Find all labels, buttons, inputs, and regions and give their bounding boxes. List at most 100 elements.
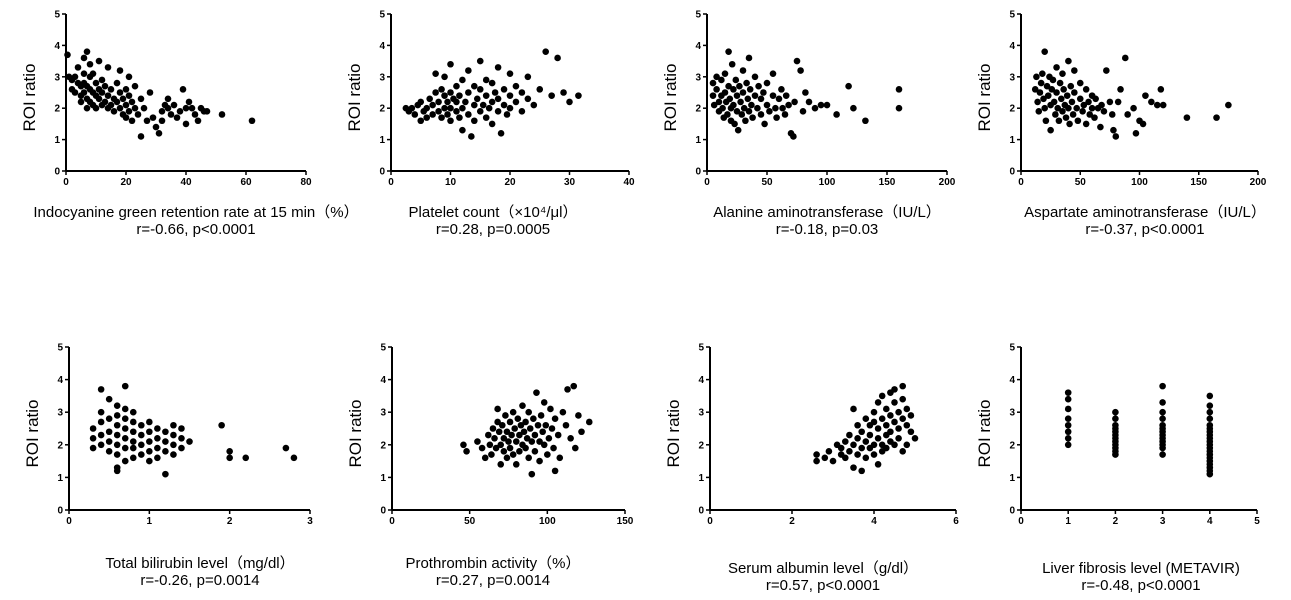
data-point	[488, 451, 495, 458]
data-point	[721, 70, 729, 77]
data-point	[850, 464, 857, 471]
data-point	[503, 111, 511, 118]
data-point	[146, 457, 153, 465]
data-point	[548, 92, 555, 99]
data-point	[726, 95, 734, 103]
data-point	[162, 438, 169, 445]
data-point	[500, 434, 508, 442]
data-point	[498, 421, 506, 429]
data-point	[74, 64, 82, 71]
x-tick-label: 150	[1190, 177, 1207, 188]
panel-caption: Platelet count（×10⁴/μl） r=0.28, p=0.0005	[293, 204, 693, 238]
data-point	[1079, 108, 1086, 115]
data-point	[170, 441, 177, 449]
y-tick-label: 0	[54, 167, 60, 178]
x-tick-label: 100	[819, 177, 836, 188]
data-point	[138, 431, 145, 439]
data-point	[479, 101, 487, 109]
data-point	[1035, 108, 1043, 115]
data-point	[751, 73, 759, 81]
panel-caption: Serum albumin level（g/dl） r=0.57, p<0.000…	[623, 560, 1023, 594]
data-point	[763, 101, 771, 109]
data-point	[506, 70, 514, 77]
data-point	[492, 444, 500, 452]
data-point	[104, 64, 112, 71]
data-point	[471, 117, 478, 125]
data-point	[837, 444, 845, 452]
data-point	[191, 111, 199, 118]
data-point	[488, 120, 496, 128]
x-tick-label: 0	[1018, 177, 1024, 188]
data-point	[438, 86, 445, 93]
data-point	[862, 117, 869, 125]
data-point	[182, 104, 190, 112]
y-tick-label: 5	[379, 10, 385, 21]
data-point	[154, 434, 161, 442]
data-point	[129, 438, 137, 445]
data-point	[170, 451, 177, 458]
x-tick-label: 0	[707, 516, 713, 527]
data-point	[500, 448, 508, 455]
x-axis-label: Platelet count（×10⁴/μl）	[408, 204, 578, 221]
data-point	[536, 457, 543, 465]
data-point	[766, 108, 773, 115]
data-point	[811, 104, 819, 112]
data-point	[874, 461, 882, 468]
data-point	[524, 95, 532, 103]
data-point	[903, 405, 911, 413]
data-point	[512, 98, 520, 106]
data-point	[146, 89, 154, 96]
x-tick-label: 50	[761, 177, 773, 188]
data-point	[146, 438, 153, 445]
data-point	[870, 408, 878, 416]
data-point	[739, 67, 747, 74]
data-point	[522, 444, 529, 452]
data-point	[1059, 70, 1066, 77]
data-point	[282, 444, 290, 452]
correlation-stat: r=-0.48, p<0.0001	[1081, 577, 1201, 594]
y-tick-label: 2	[695, 104, 701, 115]
data-point	[564, 386, 571, 393]
data-point	[456, 114, 463, 121]
correlation-stat: r=0.57, p<0.0001	[765, 577, 881, 594]
data-point	[899, 382, 906, 390]
y-axis-label: ROI ratio	[661, 63, 680, 131]
data-point	[186, 438, 193, 445]
data-point	[1206, 415, 1214, 423]
data-point	[1073, 104, 1080, 112]
data-point	[728, 60, 736, 68]
data-point	[778, 86, 785, 93]
data-point	[125, 73, 133, 81]
data-point	[516, 431, 523, 439]
data-point	[907, 412, 915, 419]
data-point	[125, 92, 133, 99]
data-point	[113, 421, 121, 429]
data-point	[1103, 67, 1110, 74]
data-point	[500, 101, 508, 109]
data-point	[494, 64, 502, 71]
correlation-stat: r=-0.18, p=0.03	[775, 221, 879, 238]
y-tick-label: 5	[695, 10, 701, 21]
data-point	[1157, 86, 1165, 93]
data-point	[713, 73, 720, 81]
data-point	[782, 92, 790, 99]
x-tick-label: 3	[307, 516, 313, 527]
data-point	[482, 92, 490, 99]
data-point	[763, 79, 771, 87]
data-point	[1064, 395, 1072, 403]
data-point	[456, 92, 463, 99]
data-point	[1183, 114, 1191, 121]
data-point	[1082, 120, 1090, 128]
x-tick-label: 4	[1207, 516, 1213, 527]
data-point	[64, 51, 71, 59]
data-point	[715, 98, 723, 106]
data-point	[1153, 101, 1161, 109]
data-point	[757, 111, 765, 118]
panel-caption: Prothrombin activity（%） r=0.27, p=0.0014	[293, 555, 693, 589]
data-point	[411, 111, 419, 118]
data-point	[1080, 101, 1088, 109]
y-tick-label: 3	[57, 408, 63, 419]
